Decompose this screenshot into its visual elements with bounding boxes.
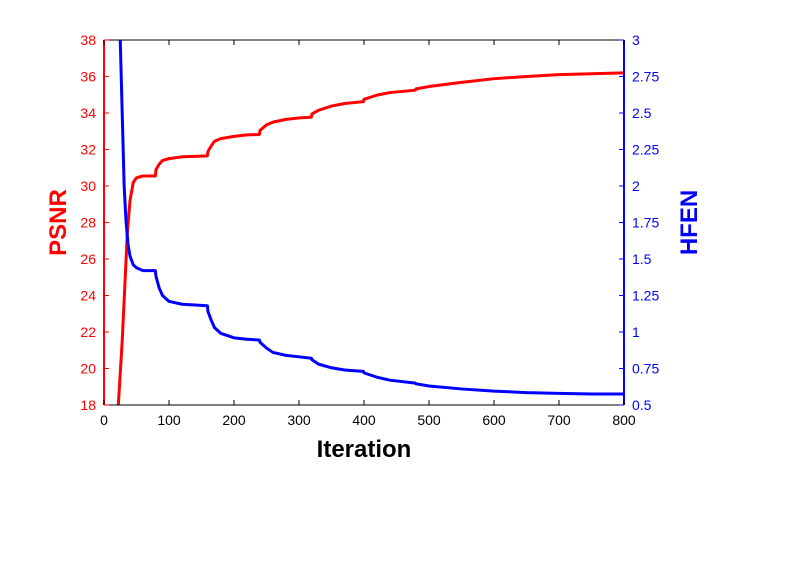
right-y-tick-label: 3 — [632, 32, 640, 48]
hfen-series-line — [118, 40, 624, 396]
right-y-tick-label: 1.75 — [632, 215, 659, 231]
right-y-tick-label: 1.5 — [632, 251, 652, 267]
left-y-tick-label: 28 — [80, 215, 96, 231]
left-y-tick-label: 24 — [80, 288, 96, 304]
right-y-tick-label: 2.25 — [632, 142, 659, 158]
x-tick-label: 600 — [482, 412, 506, 428]
x-tick-label: 400 — [352, 412, 376, 428]
left-y-tick-label: 36 — [80, 69, 96, 85]
right-y-tick-label: 1 — [632, 324, 640, 340]
x-tick-label: 800 — [612, 412, 636, 428]
right-y-axis-title: HFEN — [676, 190, 703, 255]
left-y-axis-title: PSNR — [45, 189, 72, 256]
series-layer — [116, 40, 624, 405]
right-y-tick-label: 2.5 — [632, 105, 652, 121]
left-y-tick-label: 30 — [80, 178, 96, 194]
right-y-tick-label: 2.75 — [632, 69, 659, 85]
x-tick-label: 700 — [547, 412, 571, 428]
left-y-tick-label: 18 — [80, 397, 96, 413]
left-y-tick-label: 34 — [80, 105, 96, 121]
left-y-tick-label: 26 — [80, 251, 96, 267]
right-y-tick-label: 1.25 — [632, 288, 659, 304]
left-y-tick-label: 20 — [80, 361, 96, 377]
axes-layer: 0 100 200 300 400 500 600 700 800 18 20 22 24 26 28 30 3… — [80, 32, 659, 428]
right-y-tick-label: 0.5 — [632, 397, 652, 413]
left-y-tick-label: 38 — [80, 32, 96, 48]
x-axis-title: Iteration — [317, 436, 412, 463]
right-y-tick-label: 0.75 — [632, 361, 659, 377]
psnr-series-line — [116, 71, 624, 405]
x-tick-label: 0 — [100, 412, 108, 428]
right-y-tick-label: 2 — [632, 178, 640, 194]
x-tick-label: 500 — [417, 412, 441, 428]
x-tick-label: 100 — [157, 412, 181, 428]
x-tick-label: 200 — [222, 412, 246, 428]
x-tick-label: 300 — [287, 412, 311, 428]
left-y-tick-label: 22 — [80, 324, 96, 340]
left-y-tick-label: 32 — [80, 142, 96, 158]
